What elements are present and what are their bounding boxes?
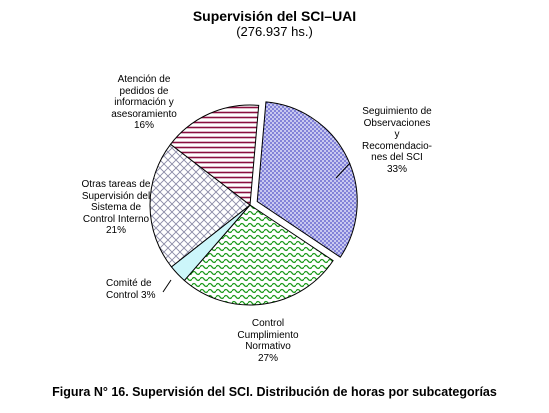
slice-label-comite: Comité de Control 3%: [106, 278, 156, 301]
slice-label-otras: Otras tareas de Supervisión del Sistema …: [81, 179, 151, 236]
slice-label-cumplimiento: Control Cumplimiento Normativo 27%: [237, 318, 299, 364]
pie-slice-atencion: [169, 104, 260, 206]
pie-slice-cumplimiento: [183, 204, 334, 306]
chart-subtitle: (276.937 hs.): [236, 24, 313, 39]
figure-caption: Figura N° 16. Supervisión del SCI. Distr…: [52, 385, 497, 399]
pie-slice-otras: [149, 143, 251, 268]
leader-line-comite: [162, 279, 172, 293]
pie-slice-seguimiento: [256, 101, 358, 258]
slice-label-atencion: Atención de pedidos de información y ase…: [111, 74, 177, 131]
leader-line-seguimiento: [335, 162, 351, 179]
slice-label-seguimiento: Seguimiento de Observaciones y Recomenda…: [361, 106, 433, 175]
chart-title: Supervisión del SCI–UAI: [192, 8, 357, 24]
